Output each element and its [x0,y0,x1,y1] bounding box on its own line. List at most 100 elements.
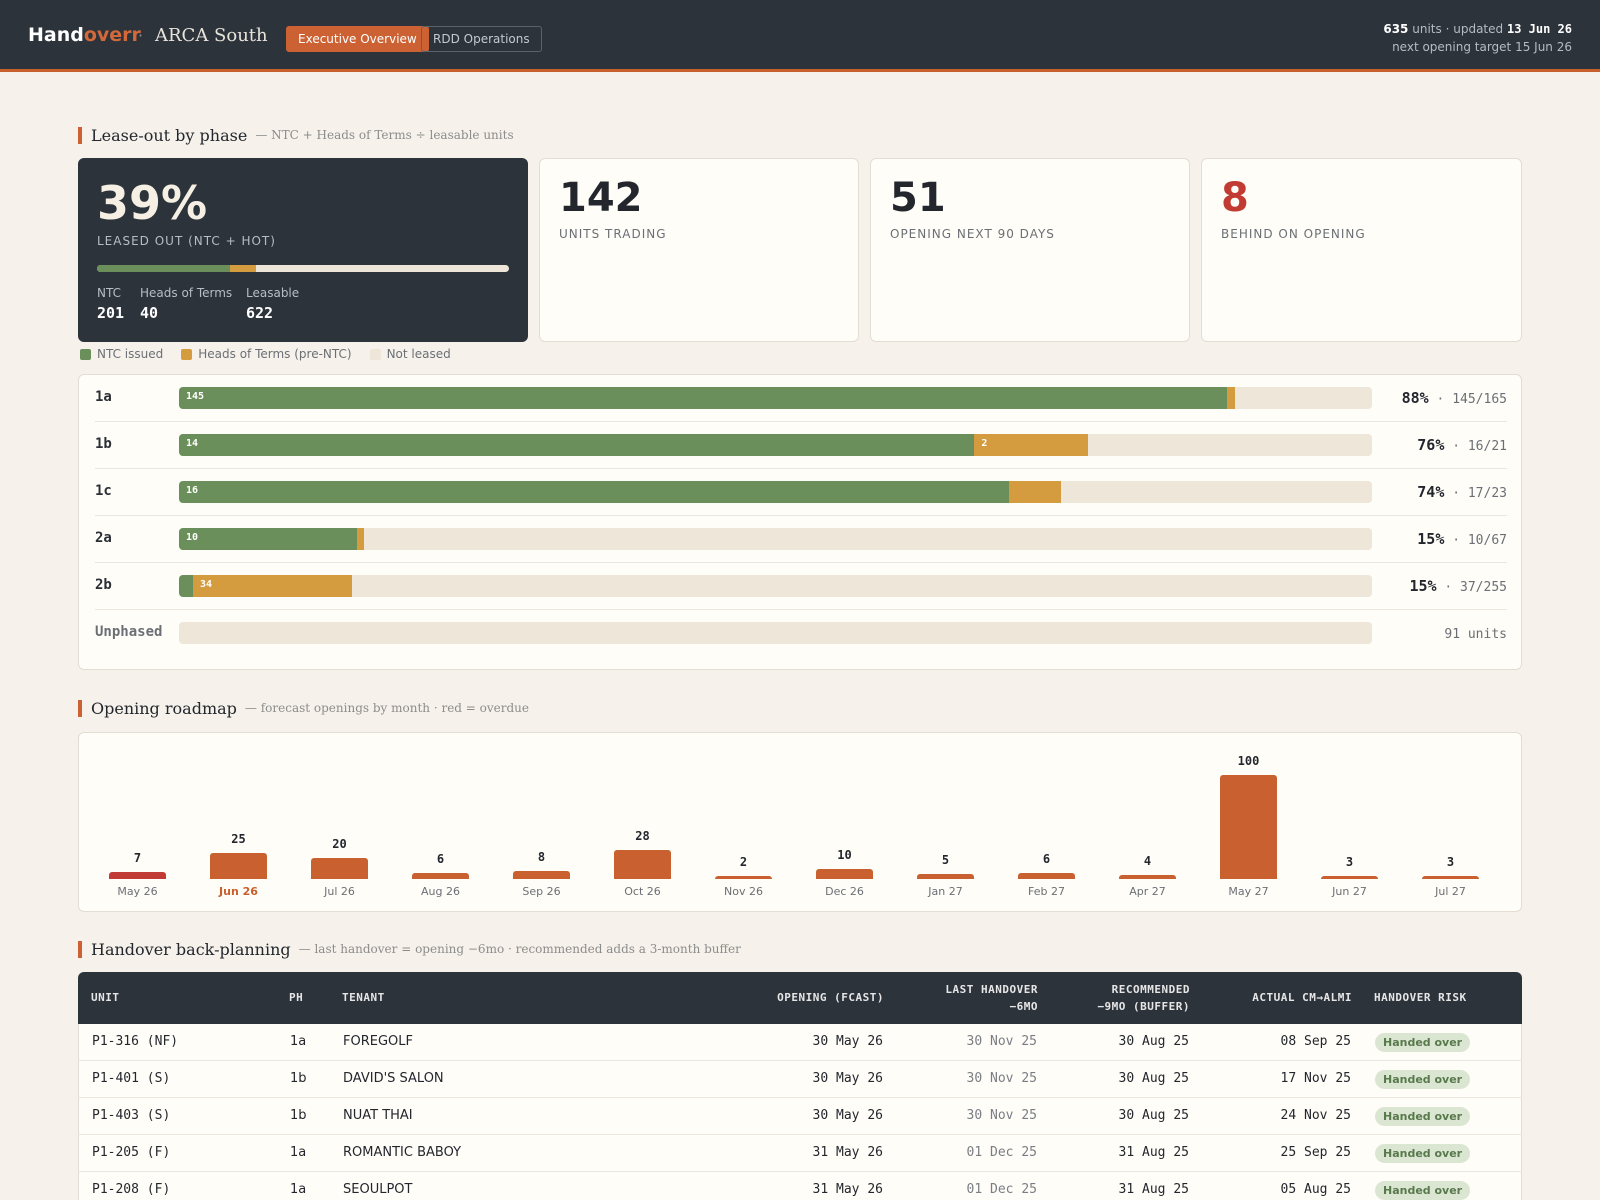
phase-bar-track: 10 [179,528,1372,550]
tab-executive-overview[interactable]: Executive Overview [286,26,429,52]
roadmap-column[interactable]: 6 Aug 26 [390,733,491,913]
cell-opening: 30 May 26 [812,1108,883,1123]
brand-separator: · [138,26,144,45]
roadmap-section-heading: Opening roadmap — forecast openings by m… [78,697,529,719]
col-actual[interactable]: ACTUAL CM→ALMI [1252,991,1352,1004]
cell-actual: 24 Nov 25 [1280,1108,1351,1123]
roadmap-bar[interactable] [513,870,570,879]
phase-bar-ntc-label: 145 [186,391,205,402]
roadmap-column[interactable]: 8 Sep 26 [491,733,592,913]
roadmap-column[interactable]: 5 Jan 27 [895,733,996,913]
roadmap-bar[interactable] [1220,775,1277,879]
phase-bar-hot: 2 [974,434,1088,456]
kpi-opening-90-label: OPENING NEXT 90 DAYS [890,227,1055,241]
col-tenant[interactable]: TENANT [342,991,385,1004]
col-unit[interactable]: UNIT [91,991,120,1004]
cell-unit: P1-316 (NF) [92,1034,179,1049]
roadmap-bar[interactable] [210,853,267,879]
kpi-units-trading-value: 142 [559,175,643,221]
cell-recommended: 30 Aug 25 [1118,1034,1189,1049]
kpi-leased-out-card: 39% LEASED OUT (NTC + HOT) NTC 201 Heads … [78,158,528,342]
roadmap-column[interactable]: 25 Jun 26 [188,733,289,913]
handover-risk-badge: Handed over [1375,1070,1471,1089]
roadmap-bar[interactable] [109,871,166,879]
cell-phase: 1b [290,1071,307,1086]
roadmap-column[interactable]: 3 Jul 27 [1400,733,1501,913]
roadmap-month-label: May 26 [117,885,158,898]
roadmap-bar[interactable] [311,858,368,879]
kpi-stat-label: Leasable [246,286,300,300]
roadmap-column[interactable]: 6 Feb 27 [996,733,1097,913]
phase-ratio: · 37/255 [1444,580,1507,595]
roadmap-column[interactable]: 100 May 27 [1198,733,1299,913]
cell-opening: 30 May 26 [812,1071,883,1086]
kpi-stat-ntc: NTC 201 [97,286,124,322]
col-handover-risk[interactable]: HANDOVER RISK [1374,991,1467,1004]
kpi-stat-value: 40 [140,304,159,322]
kpi-stat-leasable: Leasable 622 [246,286,299,322]
cell-tenant: DAVID'S SALON [343,1071,444,1086]
col-recommended[interactable]: RECOMMENDED −9MO (BUFFER) [1097,981,1190,1015]
phase-percent-value: 88% [1401,389,1429,407]
col-last-handover[interactable]: LAST HANDOVER −6MO [945,981,1038,1015]
table-row[interactable]: P1-401 (S) 1b DAVID'S SALON 30 May 26 30 Nov… [78,1061,1522,1098]
phase-row[interactable]: 2b 34 15% · 37/255 [95,563,1507,610]
roadmap-column[interactable]: 2 Nov 26 [693,733,794,913]
updated-label: updated [1453,22,1504,36]
tab-rdd-operations[interactable]: RDD Operations [421,26,542,52]
col-opening[interactable]: OPENING (FCAST) [777,991,884,1004]
phase-row[interactable]: 1c 16 74% · 17/23 [95,469,1507,516]
cell-actual: 25 Sep 25 [1280,1145,1351,1160]
roadmap-column[interactable]: 20 Jul 26 [289,733,390,913]
cell-tenant: NUAT THAI [343,1108,413,1123]
roadmap-column[interactable]: 28 Oct 26 [592,733,693,913]
kpi-leased-progress [97,265,509,272]
handover-risk-badge: Handed over [1375,1033,1471,1052]
table-row[interactable]: P1-403 (S) 1b NUAT THAI 30 May 26 30 Nov 25 3… [78,1098,1522,1135]
roadmap-month-label: Sep 26 [522,885,561,898]
table-row[interactable]: P1-208 (F) 1a SEOULPOT 31 May 26 01 Dec 25 31… [78,1172,1522,1200]
kpi-progress-ntc [97,265,231,272]
kpi-behind-card: 8 BEHIND ON OPENING [1201,158,1522,342]
phase-row[interactable]: 2a 10 15% · 10/67 [95,516,1507,563]
phase-row[interactable]: Unphased 91 units [95,610,1507,657]
roadmap-bar-value: 3 [1446,854,1455,869]
phase-row[interactable]: 1b 14 2 76% · 16/21 [95,422,1507,469]
roadmap-bar[interactable] [412,872,469,879]
roadmap-column[interactable]: 10 Dec 26 [794,733,895,913]
lease-legend: NTC issued Heads of Terms (pre-NTC) Not … [80,347,469,361]
kpi-stat-value: 622 [246,304,274,322]
cell-phase: 1a [290,1034,307,1049]
cell-tenant: FOREGOLF [343,1034,413,1049]
kpi-stat-label: NTC [97,286,121,300]
handover-risk-badge: Handed over [1375,1144,1471,1163]
header-status-line-1: 635 units · updated 13 Jun 26 [1383,20,1572,38]
phase-row[interactable]: 1a 145 88% · 145/165 [95,375,1507,422]
roadmap-bar[interactable] [1018,872,1075,879]
roadmap-column[interactable]: 4 Apr 27 [1097,733,1198,913]
roadmap-month-label: Jan 27 [928,885,963,898]
roadmap-bar[interactable] [1119,874,1176,879]
section-accent-bar [78,699,82,717]
col-ph[interactable]: PH [289,991,304,1004]
table-row[interactable]: P1-205 (F) 1a ROMANTIC BABOY 31 May 26 01 De… [78,1135,1522,1172]
roadmap-bar[interactable] [614,849,671,879]
col-last-handover-line-2: −6MO [1009,1000,1038,1013]
phase-bar-ntc-label: 14 [186,438,199,449]
roadmap-bar-value: 20 [332,837,347,852]
roadmap-month-label: Oct 26 [624,885,661,898]
roadmap-bar[interactable] [917,873,974,879]
phase-bar-ntc: 16 [179,481,1009,503]
cell-tenant: SEOULPOT [343,1182,413,1197]
phase-bar-ntc: 10 [179,528,358,550]
roadmap-column[interactable]: 7 May 26 [87,733,188,913]
roadmap-column[interactable]: 3 Jun 27 [1299,733,1400,913]
kpi-leased-out-value: 39% [97,176,208,230]
roadmap-bar[interactable] [816,868,873,879]
brand-logo[interactable]: Handoverr [28,24,141,46]
cell-phase: 1a [290,1182,307,1197]
roadmap-bar[interactable] [1422,875,1479,879]
table-row[interactable]: P1-316 (NF) 1a FOREGOLF 30 May 26 30 Nov 25 3… [78,1024,1522,1061]
roadmap-bar[interactable] [1321,875,1378,879]
roadmap-bar[interactable] [715,876,772,879]
